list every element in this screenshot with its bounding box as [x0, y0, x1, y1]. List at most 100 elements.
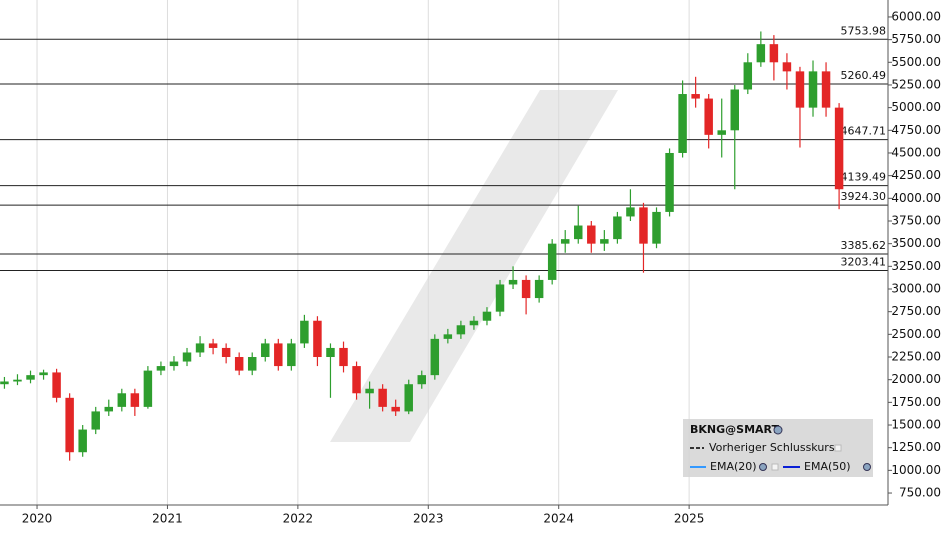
level-label: 4647.71: [841, 125, 887, 138]
candle-body: [234, 357, 244, 371]
candle-body: [104, 406, 114, 412]
y-tick-label: 5500.00: [891, 55, 941, 69]
candle-body: [417, 375, 427, 385]
candle-body: [430, 338, 440, 376]
candle-body: [156, 366, 166, 371]
y-tick-label: 5000.00: [891, 100, 941, 114]
watermark: [330, 90, 618, 442]
y-tick-label: 1000.00: [891, 463, 941, 477]
legend-label: EMA(50): [804, 460, 851, 473]
candle-body: [495, 284, 505, 312]
candle-body: [613, 216, 622, 240]
candle-body: [730, 89, 740, 131]
y-tick-label: 1750.00: [891, 395, 941, 409]
candle-body: [717, 130, 726, 135]
candle-body: [143, 370, 153, 407]
candle-body: [834, 107, 844, 190]
y-tick-label: 3750.00: [891, 213, 941, 227]
candle-body: [469, 320, 479, 326]
candle-body: [456, 325, 466, 335]
levels: 5753.98 5260.49 4647.71 4139.49 3924.30 3385.…: [0, 24, 888, 272]
level-label: 5260.49: [841, 69, 887, 82]
candle-body: [208, 343, 218, 348]
candle-body: [261, 343, 270, 358]
candle-body: [639, 207, 648, 244]
candle-body: [587, 225, 596, 244]
candle-body: [0, 381, 9, 385]
level-label: 3385.62: [841, 239, 887, 252]
candle-body: [652, 211, 661, 244]
candle-body: [195, 343, 205, 353]
y-tick-label: 5750.00: [891, 32, 941, 46]
candle-body: [13, 379, 22, 382]
candle-body: [39, 372, 48, 376]
candle-body: [443, 334, 453, 339]
axis-labels: 6000.00 5750.00 5500.00 5250.00 5000.00 4750.…: [22, 9, 941, 525]
candle-body: [821, 71, 831, 108]
x-tick-label: 2022: [283, 512, 314, 526]
legend-label: Vorheriger Schlusskurs: [709, 441, 835, 454]
candle-body: [339, 347, 348, 367]
level-label: 4139.49: [841, 171, 887, 184]
y-tick-label: 4500.00: [891, 145, 941, 159]
legend-title: BKNG@SMART: [690, 423, 780, 436]
legend-label: EMA(20): [710, 460, 757, 473]
candle-body: [482, 311, 492, 321]
legend-icon: [834, 444, 842, 452]
y-tick-label: 750.00: [899, 486, 941, 500]
x-tick-label: 2023: [413, 512, 444, 526]
candle-body: [130, 393, 140, 407]
y-tick-label: 6000.00: [891, 9, 941, 23]
candle-body: [352, 366, 361, 394]
candle-body: [600, 239, 609, 244]
y-tick-label: 2000.00: [891, 372, 941, 386]
candle-body: [65, 397, 74, 453]
candle-body: [26, 375, 35, 380]
y-tick-label: 4000.00: [891, 191, 941, 205]
candle-body: [365, 388, 374, 394]
candle-body: [117, 393, 127, 407]
candle-body: [274, 343, 283, 367]
candle-body: [626, 207, 635, 217]
candle-body: [691, 94, 700, 99]
legend-icon: [771, 463, 779, 471]
candle-body: [756, 44, 766, 63]
candle-body: [743, 62, 753, 90]
y-tick-label: 3500.00: [891, 236, 941, 250]
y-tick-label: 5250.00: [891, 77, 941, 91]
level-label: 5753.98: [841, 24, 887, 37]
candle-body: [169, 361, 179, 367]
candle-body: [665, 152, 674, 212]
x-tick-label: 2021: [152, 512, 183, 526]
y-tick-label: 2750.00: [891, 304, 941, 318]
candle-body: [313, 320, 322, 358]
candle-body: [521, 279, 531, 299]
candle-body: [547, 243, 557, 280]
candle-body: [508, 279, 518, 285]
candle-body: [287, 343, 296, 367]
level-label: 3924.30: [841, 190, 887, 203]
candle-body: [560, 239, 570, 244]
legend-icon: [759, 463, 767, 471]
candle-body: [378, 388, 387, 407]
y-tick-label: 3000.00: [891, 281, 941, 295]
legend: BKNG@SMART Vorheriger Schlusskurs EMA(20)…: [683, 419, 873, 477]
y-tick-label: 1500.00: [891, 418, 941, 432]
candle-body: [534, 279, 544, 299]
legend-icon: [863, 463, 871, 471]
candle-body: [404, 384, 413, 412]
candle-body: [221, 347, 231, 358]
candle-body: [52, 372, 61, 398]
candle-body: [678, 94, 687, 153]
x-tick-label: 2024: [543, 512, 574, 526]
x-tick-label: 2020: [22, 512, 53, 526]
y-tick-label: 4250.00: [891, 168, 941, 182]
candle-body: [247, 357, 257, 371]
level-label: 3203.41: [841, 256, 887, 269]
candle-body: [326, 347, 335, 358]
candle-body: [391, 406, 400, 412]
candles: [0, 31, 844, 461]
candle-body: [795, 71, 805, 108]
candle-body: [574, 225, 583, 240]
